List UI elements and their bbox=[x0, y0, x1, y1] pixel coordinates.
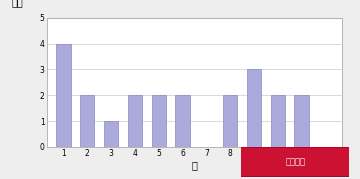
Y-axis label: 件数: 件数 bbox=[12, 0, 23, 8]
X-axis label: 月: 月 bbox=[192, 161, 197, 171]
Bar bbox=[271, 95, 285, 147]
Bar bbox=[247, 69, 261, 147]
Bar bbox=[223, 95, 237, 147]
Bar bbox=[104, 121, 118, 147]
Bar bbox=[294, 95, 309, 147]
Bar bbox=[175, 95, 190, 147]
Bar bbox=[128, 95, 142, 147]
Text: 拡大表示: 拡大表示 bbox=[285, 157, 305, 166]
FancyBboxPatch shape bbox=[236, 147, 355, 177]
Bar bbox=[80, 95, 94, 147]
Bar bbox=[56, 44, 71, 147]
Bar bbox=[152, 95, 166, 147]
